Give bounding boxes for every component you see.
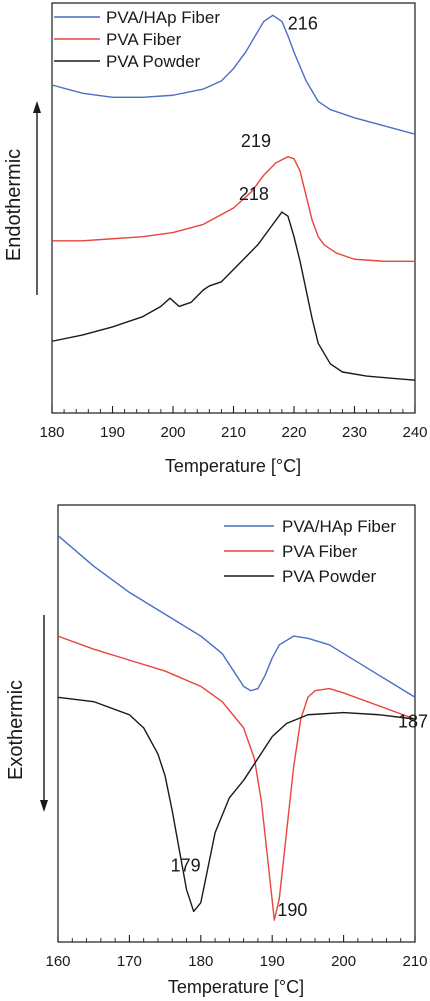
- x-axis-title: Temperature [°C]: [165, 456, 301, 476]
- x-axis-title: Temperature [°C]: [168, 977, 304, 997]
- x-tick-label: 200: [331, 953, 356, 970]
- series-line-pva-hap-fiber: [51, 14, 416, 135]
- x-axis-ticks: 160 170 180 190 200 210: [45, 935, 428, 970]
- series-group: [57, 535, 416, 921]
- legend-label-pva-hap-fiber: PVA/HAp Fiber: [106, 8, 220, 27]
- arrow-down-icon: [40, 800, 48, 812]
- peak-labels: 187 190 179: [171, 711, 428, 920]
- legend-label-pva-powder: PVA Powder: [106, 52, 201, 71]
- legend-label-pva-powder: PVA Powder: [282, 567, 377, 586]
- y-axis-title: Endothermic: [3, 149, 25, 261]
- legend: PVA/HAp Fiber PVA Fiber PVA Powder: [54, 8, 220, 71]
- x-tick-label: 180: [188, 953, 213, 970]
- plot-frame: [57, 504, 416, 943]
- legend-label-pva-fiber: PVA Fiber: [106, 30, 182, 49]
- x-tick-label: 180: [39, 424, 64, 441]
- peak-label-pva-fiber: 219: [241, 131, 271, 151]
- peak-label-pva-powder: 179: [171, 855, 201, 875]
- peak-labels: 216 219 218: [239, 13, 318, 204]
- peak-label-pva-hap-fiber: 216: [288, 13, 318, 33]
- x-tick-label: 240: [402, 424, 427, 441]
- series-line-pva-fiber: [52, 156, 415, 262]
- x-tick-label: 210: [221, 424, 246, 441]
- peak-label-pva-fiber: 190: [277, 900, 307, 920]
- x-tick-label: 210: [402, 953, 427, 970]
- series-line-pva-fiber: [57, 635, 416, 921]
- x-tick-label: 190: [100, 424, 125, 441]
- series-group: [51, 14, 416, 381]
- x-tick-label: 170: [117, 953, 142, 970]
- legend-label-pva-fiber: PVA Fiber: [282, 542, 358, 561]
- x-axis-ticks: 180 190 200 210 220 230 240: [39, 406, 428, 441]
- series-line-pva-powder: [51, 211, 416, 381]
- peak-label-pva-hap-fiber: 187: [398, 711, 428, 731]
- chart-bottom-exothermic: 160 170 180 190 200 210 PVA/HAp Fiber PVA Fibe…: [5, 504, 428, 997]
- x-tick-label: 220: [281, 424, 306, 441]
- peak-label-pva-powder: 218: [239, 184, 269, 204]
- x-tick-label: 160: [45, 953, 70, 970]
- legend-label-pva-hap-fiber: PVA/HAp Fiber: [282, 517, 396, 536]
- x-tick-label: 230: [342, 424, 367, 441]
- chart-top-endothermic: 180 190 200 210 220 230 240 PVA/HAp Fiber PVA F…: [3, 2, 428, 476]
- x-tick-label: 190: [260, 953, 285, 970]
- series-line-pva-powder: [57, 696, 416, 913]
- x-tick-label: 200: [160, 424, 185, 441]
- y-axis-title: Exothermic: [5, 680, 27, 780]
- arrow-up-icon: [33, 101, 41, 113]
- legend: PVA/HAp Fiber PVA Fiber PVA Powder: [224, 517, 396, 586]
- series-line-pva-hap-fiber: [57, 535, 416, 698]
